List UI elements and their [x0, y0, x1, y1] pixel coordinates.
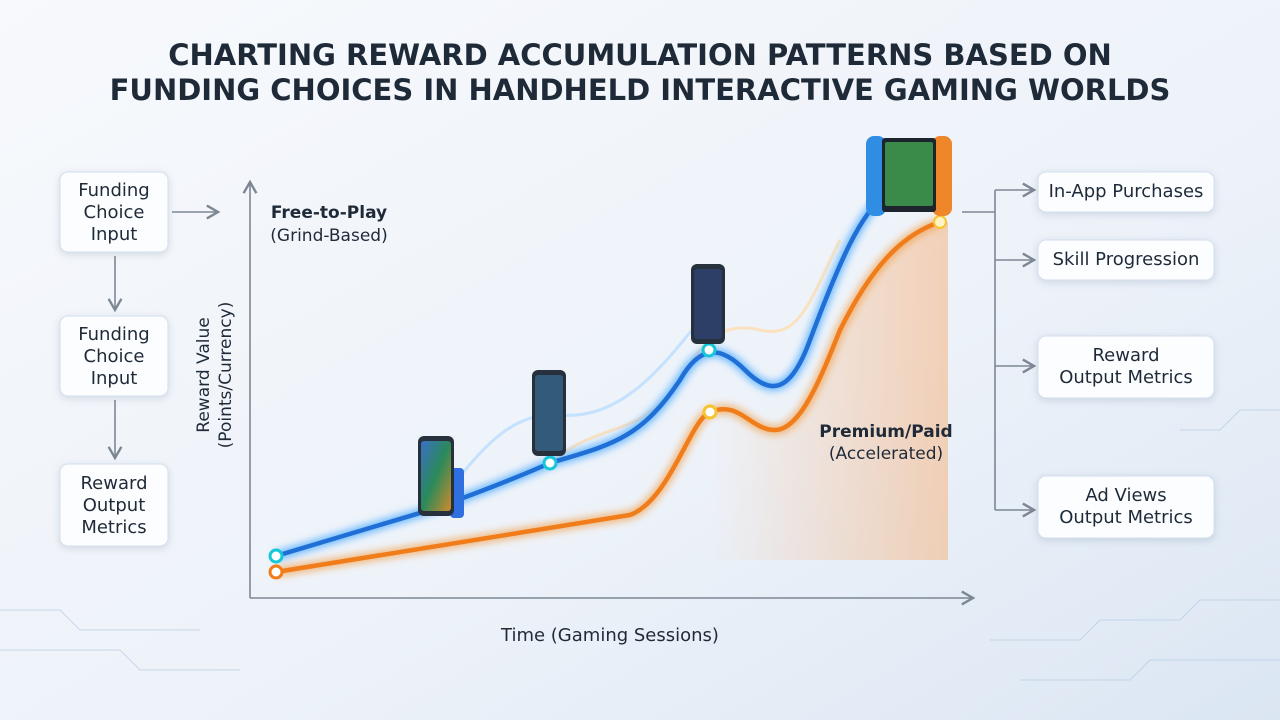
device-icons — [418, 136, 952, 518]
controller — [866, 136, 886, 216]
flow-text: Output — [83, 495, 146, 516]
circuit-decor — [0, 409, 1280, 681]
flow-text: Funding — [78, 324, 149, 345]
output-box — [1037, 239, 1215, 281]
flow-text: Metrics — [81, 517, 146, 538]
output-text: Skill Progression — [1053, 249, 1200, 270]
dot — [933, 215, 947, 229]
curve-label: Free-to-Play — [271, 203, 387, 223]
curve-label: Premium/Paid — [819, 422, 952, 442]
screen — [885, 142, 933, 206]
premium-curve — [275, 219, 941, 575]
curve-note: (Accelerated) — [829, 444, 943, 464]
output-text: Ad Views — [1085, 485, 1166, 506]
title-line: FUNDING CHOICES IN HANDHELD INTERACTIVE … — [110, 73, 1171, 107]
dot — [701, 342, 717, 358]
dot — [268, 548, 284, 564]
title-line: CHARTING REWARD ACCUMULATION PATTERNS BA… — [168, 38, 1112, 72]
output-text: Output Metrics — [1059, 507, 1193, 528]
curve-note: (Grind-Based) — [270, 226, 387, 246]
output-box — [1037, 475, 1215, 539]
connector — [962, 190, 996, 510]
output-box — [1037, 171, 1215, 213]
flow-text: Input — [91, 368, 138, 389]
flow-box — [59, 315, 169, 397]
output-text: Output Metrics — [1059, 367, 1193, 388]
flow-text: Choice — [84, 202, 145, 223]
output-text: In-App Purchases — [1049, 181, 1204, 202]
premium-area — [710, 222, 948, 560]
screen — [694, 269, 722, 339]
flow-box — [59, 171, 169, 253]
screen — [535, 375, 563, 451]
screen — [421, 441, 451, 511]
flow-text: Funding — [78, 180, 149, 201]
flow-text: Choice — [84, 346, 145, 367]
y-axis-label: (Points/Currency) — [216, 302, 236, 449]
controller — [932, 136, 952, 216]
dot — [268, 564, 284, 580]
y-axis-label: Reward Value — [194, 317, 214, 432]
flow-text: Reward — [80, 473, 147, 494]
dot — [702, 404, 718, 420]
flow-text: Input — [91, 224, 138, 245]
output-box — [1037, 335, 1215, 399]
x-axis-label: Time (Gaming Sessions) — [500, 625, 719, 646]
flow-box — [59, 463, 169, 547]
dot — [542, 455, 558, 471]
output-text: Reward — [1092, 345, 1159, 366]
